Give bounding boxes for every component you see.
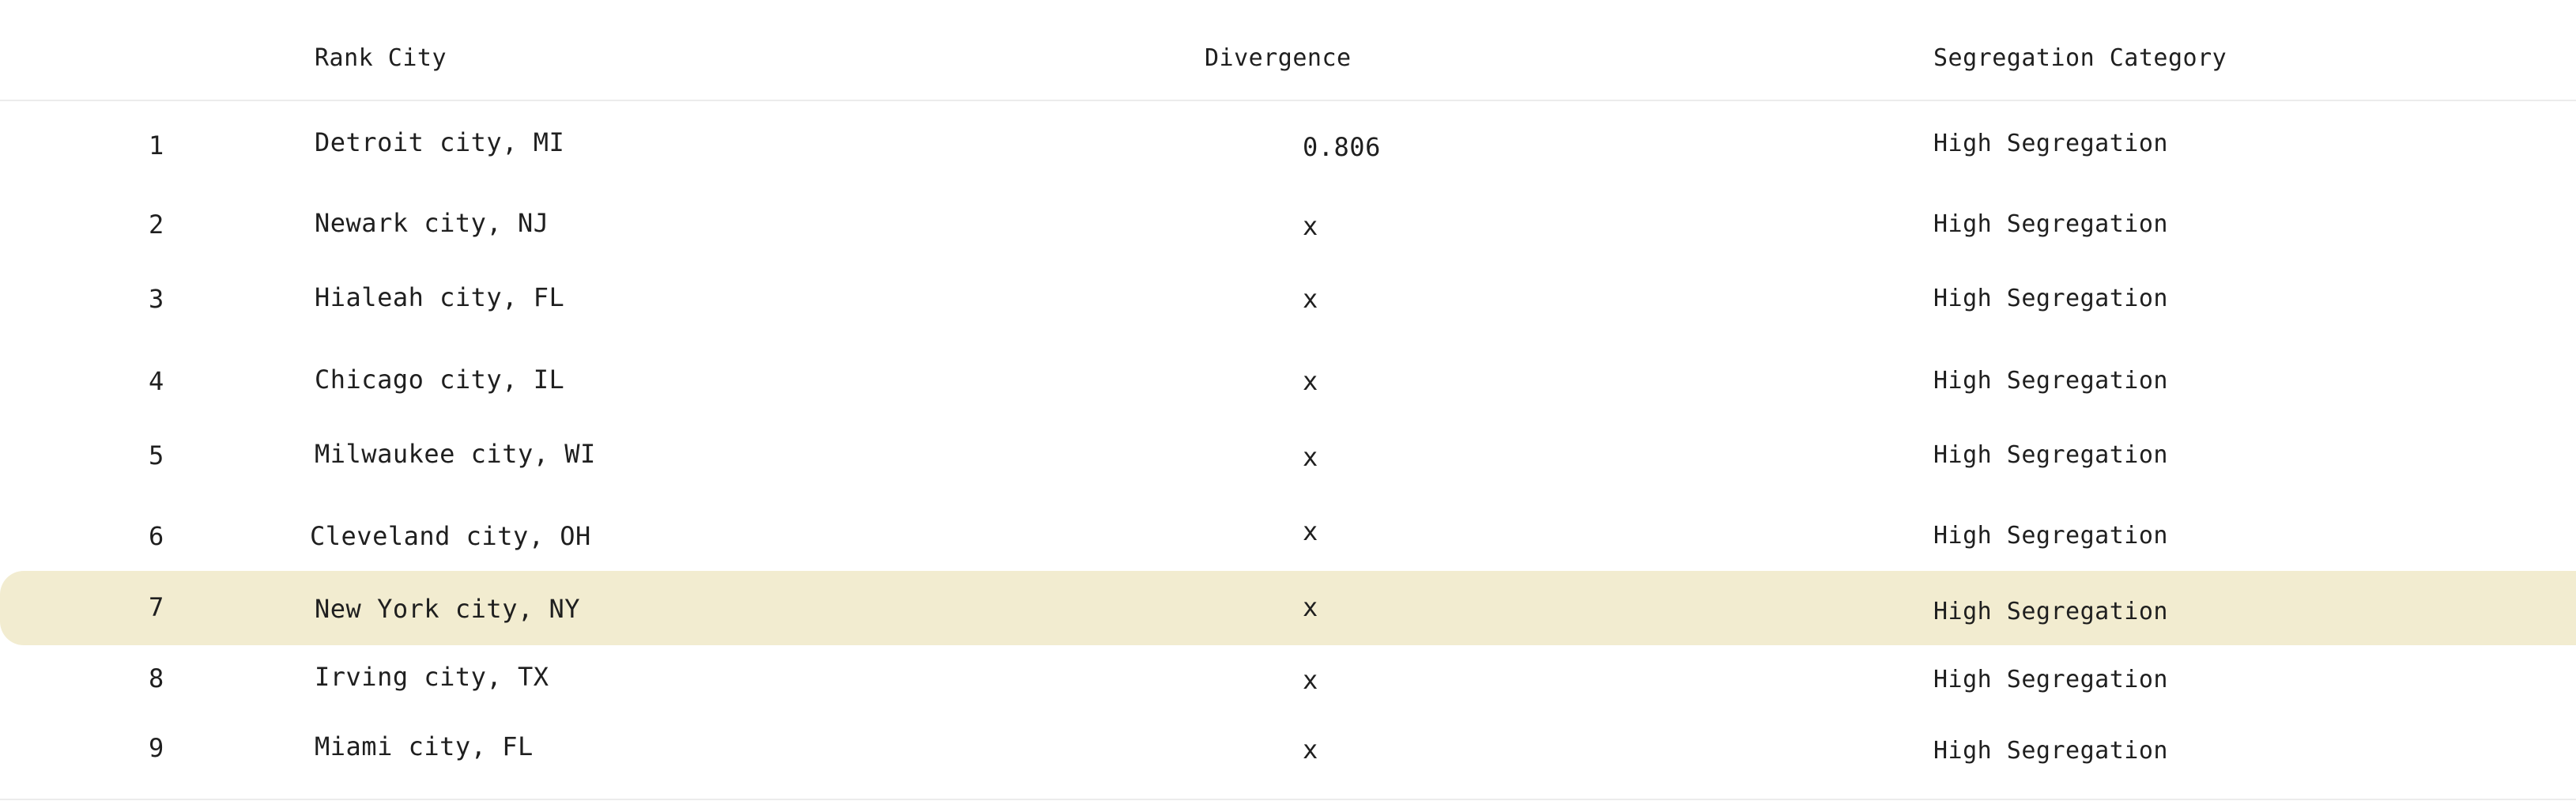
divergence-cell: x	[1303, 592, 1318, 622]
city-cell: Chicago city, IL	[315, 365, 565, 395]
rank-cell: 8	[149, 663, 164, 693]
divergence-cell: x	[1303, 366, 1318, 396]
city-cell: Detroit city, MI	[315, 127, 565, 157]
rank-cell: 2	[149, 210, 164, 240]
table-bottom-divider	[0, 799, 2576, 800]
table-header: Rank City Divergence Segregation Categor…	[0, 0, 2576, 101]
category-cell: High Segregation	[1933, 367, 2168, 395]
city-cell: Hialeah city, FL	[315, 282, 565, 312]
table-row[interactable]: 9 Miami city, FL x High Segregation	[0, 716, 2576, 791]
city-cell: Milwaukee city, WI	[315, 439, 596, 469]
divergence-cell: x	[1303, 665, 1318, 695]
category-cell: High Segregation	[1933, 441, 2168, 469]
category-cell: High Segregation	[1933, 210, 2168, 238]
rank-cell: 6	[149, 521, 164, 551]
divergence-cell: x	[1303, 516, 1318, 546]
city-cell: Miami city, FL	[315, 731, 534, 761]
city-cell: New York city, NY	[315, 594, 581, 624]
rank-cell: 7	[149, 592, 164, 622]
category-cell: High Segregation	[1933, 522, 2168, 550]
rank-cell: 4	[149, 366, 164, 396]
category-cell: High Segregation	[1933, 285, 2168, 312]
table-row[interactable]: 8 Irving city, TX x High Segregation	[0, 647, 2576, 721]
table-row[interactable]: 4 Chicago city, IL x High Segregation	[0, 343, 2576, 418]
divergence-cell: x	[1303, 735, 1318, 765]
divergence-cell: x	[1303, 442, 1318, 472]
header-divergence[interactable]: Divergence	[1205, 44, 1352, 72]
header-segregation-category[interactable]: Segregation Category	[1933, 44, 2227, 72]
divergence-cell: 0.806	[1303, 132, 1381, 162]
category-cell: High Segregation	[1933, 666, 2168, 693]
city-cell: Newark city, NJ	[315, 208, 549, 238]
city-cell: Cleveland city, OH	[310, 521, 591, 551]
rank-cell: 9	[149, 733, 164, 763]
category-cell: High Segregation	[1933, 130, 2168, 157]
divergence-cell: x	[1303, 211, 1318, 241]
rank-cell: 3	[149, 284, 164, 314]
table-row[interactable]: 5 Milwaukee city, WI x High Segregation	[0, 419, 2576, 493]
table-row[interactable]: 1 Detroit city, MI 0.806 High Segregatio…	[0, 108, 2576, 182]
category-cell: High Segregation	[1933, 598, 2168, 625]
category-cell: High Segregation	[1933, 737, 2168, 765]
table-row-highlighted[interactable]: 7 New York city, NY x High Segregation	[0, 571, 2576, 645]
table-row[interactable]: 2 Newark city, NJ x High Segregation	[0, 188, 2576, 263]
table-row[interactable]: 6 Cleveland city, OH x High Segregation	[0, 498, 2576, 572]
rank-cell: 5	[149, 440, 164, 470]
table-row[interactable]: 3 Hialeah city, FL x High Segregation	[0, 263, 2576, 337]
rank-cell: 1	[149, 130, 164, 161]
city-cell: Irving city, TX	[315, 662, 549, 692]
divergence-cell: x	[1303, 284, 1318, 314]
header-rank-city[interactable]: Rank City	[315, 44, 447, 72]
